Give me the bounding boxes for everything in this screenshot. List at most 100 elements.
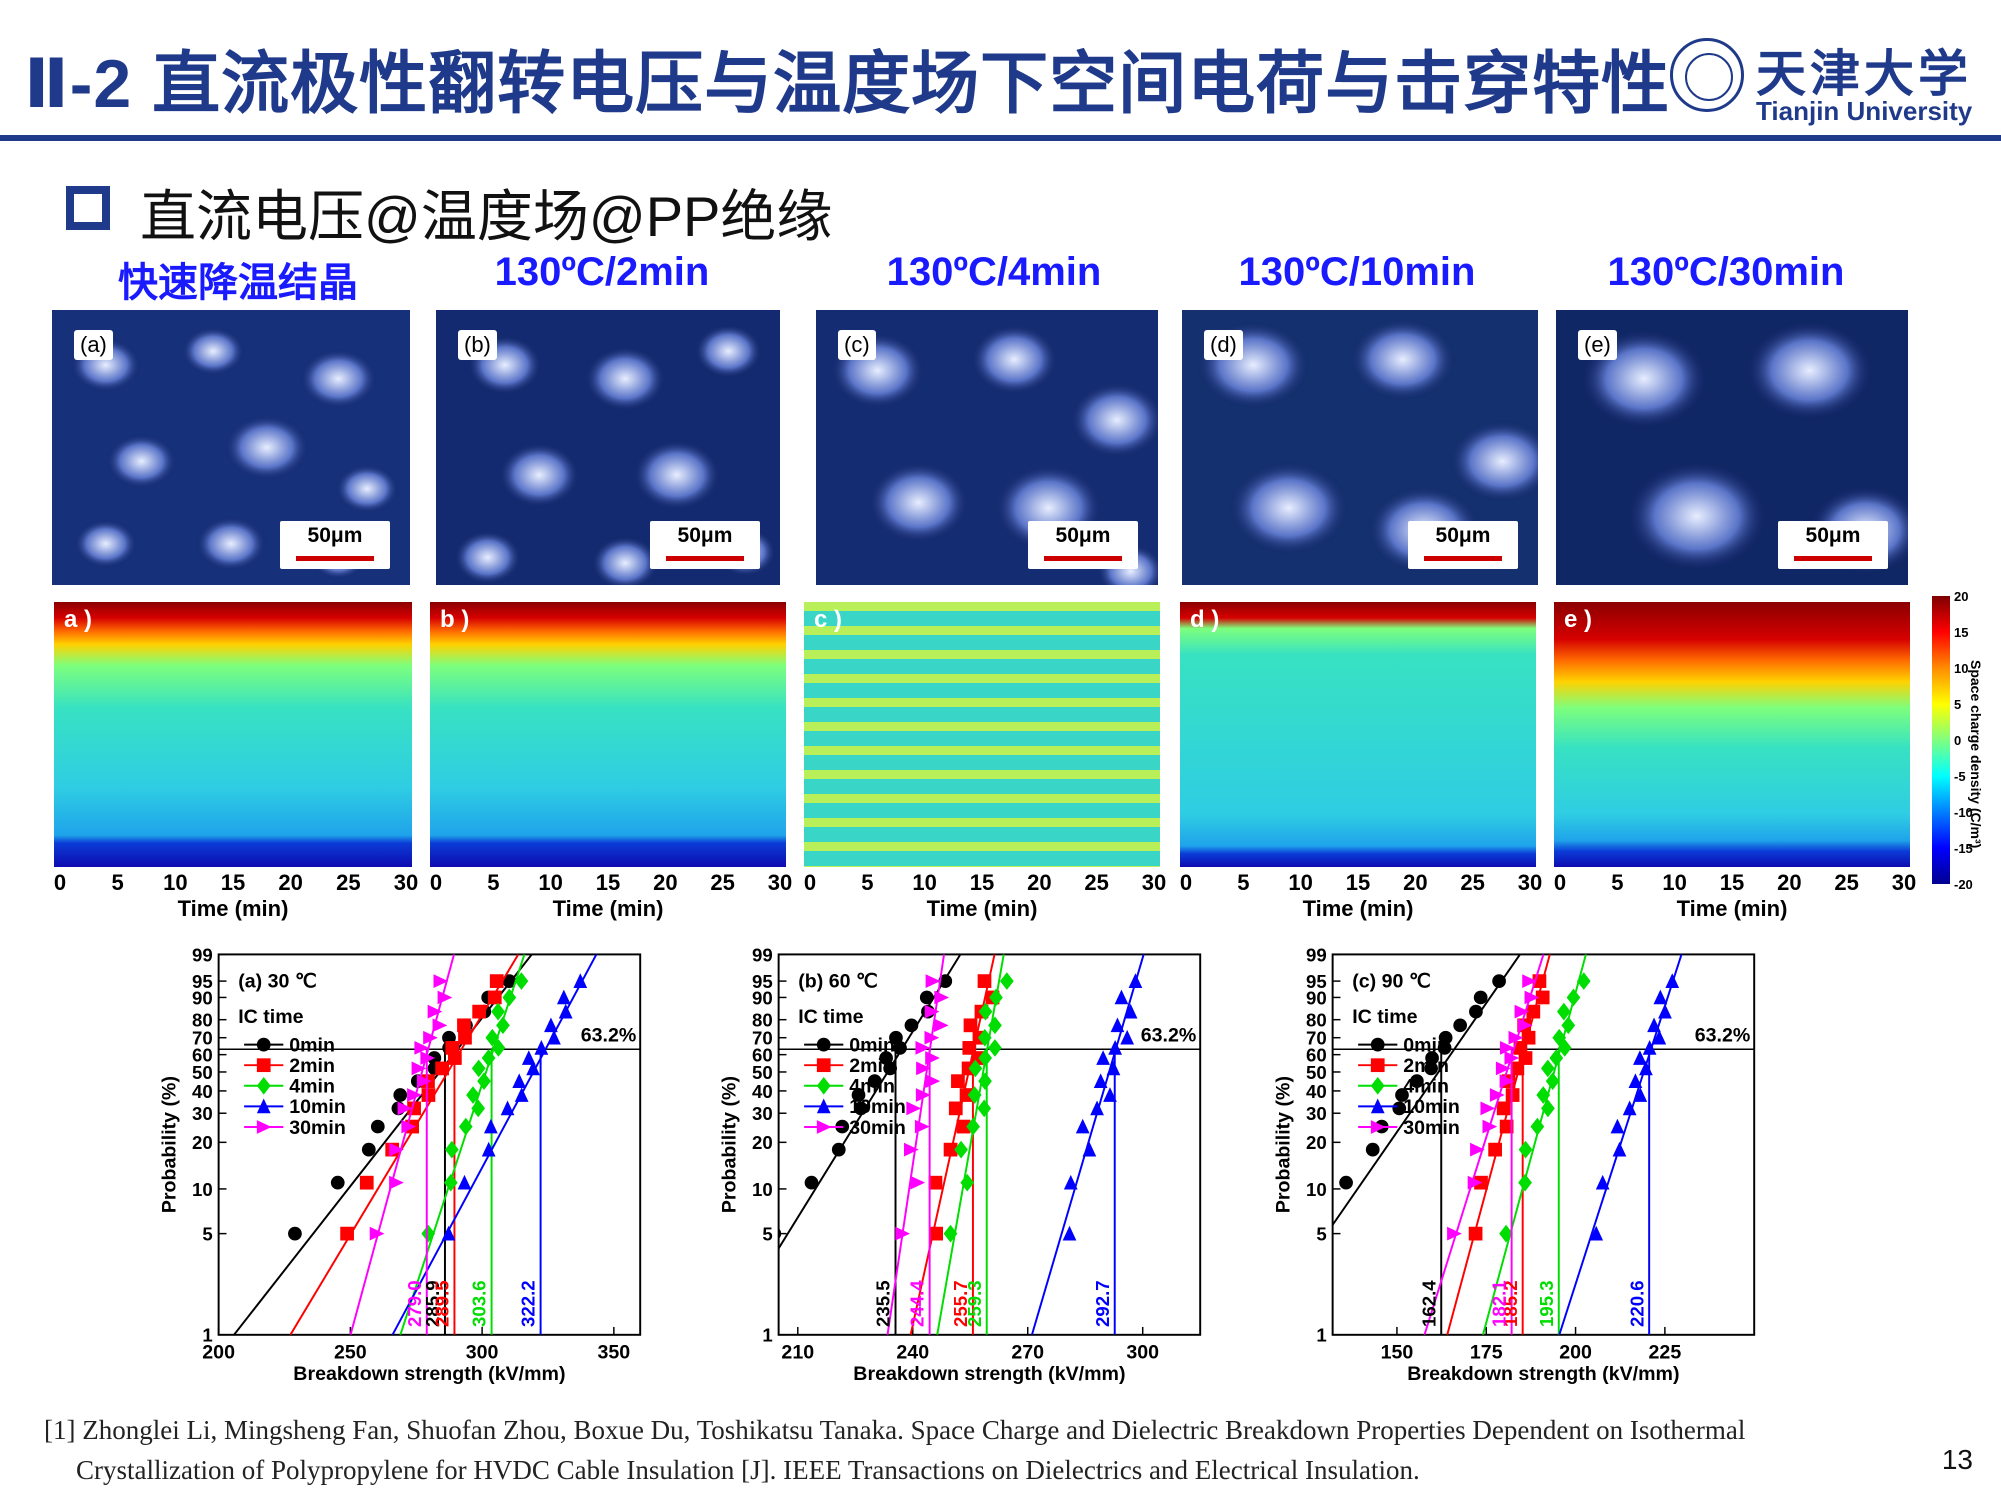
y-tick-label: 5	[1316, 1223, 1326, 1244]
data-point	[1647, 1017, 1661, 1033]
micrograph-e: (e) 50μm	[1556, 310, 1908, 585]
column-label-a: 快速降温结晶	[118, 261, 358, 305]
scale-bar: 50μm	[280, 521, 390, 569]
data-point	[925, 1051, 940, 1065]
data-point	[544, 1017, 558, 1033]
y-tick-label: 60	[752, 1045, 773, 1066]
time-tick: 5	[1237, 870, 1250, 895]
time-axis-d: 0 5 10 15 20 25 30 Time (min)	[1180, 870, 1542, 921]
time-tick: 20	[653, 870, 678, 895]
fit-line-30min	[886, 954, 946, 1335]
data-point	[437, 990, 453, 1005]
data-point	[943, 1142, 958, 1157]
data-point	[491, 1039, 506, 1057]
data-point	[1339, 1175, 1353, 1190]
data-point	[432, 1018, 448, 1033]
time-axis-c: 0 5 10 15 20 25 30 Time (min)	[804, 870, 1166, 921]
data-point	[558, 1003, 573, 1019]
data-point	[256, 1058, 271, 1073]
map-tag: b )	[440, 606, 470, 633]
x-tick-label: 225	[1649, 1341, 1682, 1363]
y-tick-label: 90	[752, 987, 773, 1008]
data-point	[359, 1175, 374, 1190]
data-point	[879, 1051, 893, 1065]
weibull-plot-a: 63.2% 1 5 10 20 30 40 50 60 70 80 90 95 99 200 250 300 35…	[150, 940, 650, 1410]
data-point	[1370, 1058, 1385, 1073]
data-point	[1552, 1028, 1567, 1047]
data-point	[441, 1225, 456, 1241]
scale-value-label: 322.2	[518, 1280, 539, 1327]
time-tick: 20	[1027, 870, 1052, 895]
micrograph-tag: (a)	[74, 330, 113, 360]
data-point	[423, 1030, 438, 1045]
time-tick: 0	[1553, 870, 1567, 895]
micrograph-a: (a) 50μm	[52, 310, 410, 585]
data-point	[989, 988, 1003, 1007]
data-point	[959, 1088, 974, 1102]
data-point	[1425, 1051, 1439, 1065]
data-point	[951, 1074, 965, 1089]
x-tick-label: 350	[597, 1341, 630, 1363]
colorbar-tick: 0	[1954, 733, 1962, 748]
time-tick: 15	[1345, 870, 1371, 895]
data-point	[816, 1120, 832, 1134]
time-tick: 30	[393, 870, 419, 895]
plot-frame	[1331, 953, 1756, 1336]
data-point	[369, 1226, 385, 1241]
y-tick-label: 5	[202, 1223, 212, 1244]
legend-entry: 10min	[849, 1096, 906, 1118]
time-tick: 30	[1517, 870, 1543, 895]
legend-title: IC time	[798, 1006, 863, 1028]
time-tick: 10	[912, 870, 937, 895]
data-point	[1622, 1100, 1637, 1116]
data-point	[427, 1004, 443, 1019]
bullet-square-icon	[66, 186, 110, 230]
colorbar-tick: 15	[1954, 625, 1969, 640]
data-point	[914, 1119, 930, 1134]
data-point	[816, 1037, 831, 1052]
data-point	[1536, 1086, 1551, 1104]
data-point	[919, 990, 934, 1005]
column-label-c: 130ºC/4min	[886, 250, 1102, 294]
data-point	[1128, 973, 1143, 988]
y-tick-label: 10	[192, 1179, 213, 1200]
scale-bar: 50μm	[1028, 521, 1138, 569]
data-point	[1365, 1142, 1380, 1157]
data-point	[1499, 1224, 1513, 1243]
data-point	[514, 1087, 529, 1102]
data-point	[407, 1088, 422, 1102]
data-point	[924, 1030, 940, 1045]
data-point	[934, 990, 950, 1005]
micrograph-tag: (c)	[838, 330, 876, 360]
y-tick-label: 80	[1306, 1010, 1327, 1031]
data-point	[816, 1098, 831, 1114]
legend-entry: 4min	[1403, 1076, 1449, 1098]
data-point	[1518, 1140, 1533, 1159]
colorbar-tick: -5	[1954, 769, 1966, 784]
data-point	[1392, 1101, 1407, 1116]
data-point	[1633, 1087, 1648, 1102]
scale-value-label: 292.7	[1092, 1280, 1113, 1327]
data-point	[1566, 988, 1581, 1007]
data-point	[816, 1058, 831, 1073]
data-point	[928, 1175, 943, 1190]
scale-value-label: 285.9	[422, 1280, 443, 1327]
y-tick-label: 50	[1306, 1062, 1327, 1083]
data-point	[484, 1118, 498, 1134]
data-point	[883, 1061, 898, 1076]
data-point	[1499, 1074, 1515, 1089]
reference-label: 63.2%	[1695, 1024, 1751, 1046]
data-point	[1467, 1175, 1483, 1190]
data-point	[1110, 1017, 1125, 1033]
y-tick-label: 40	[1306, 1081, 1327, 1102]
time-tick: 30	[767, 870, 793, 895]
university-seal-icon	[1670, 38, 1744, 112]
data-point	[1492, 974, 1506, 988]
data-point	[963, 1018, 978, 1033]
y-tick-label: 95	[752, 971, 773, 992]
legend-entry: 10min	[1403, 1096, 1460, 1118]
scale-value-label: 303.6	[469, 1280, 490, 1327]
time-axis-label: Time (min)	[177, 896, 289, 921]
micrograph-c: (c) 50μm	[816, 310, 1158, 585]
